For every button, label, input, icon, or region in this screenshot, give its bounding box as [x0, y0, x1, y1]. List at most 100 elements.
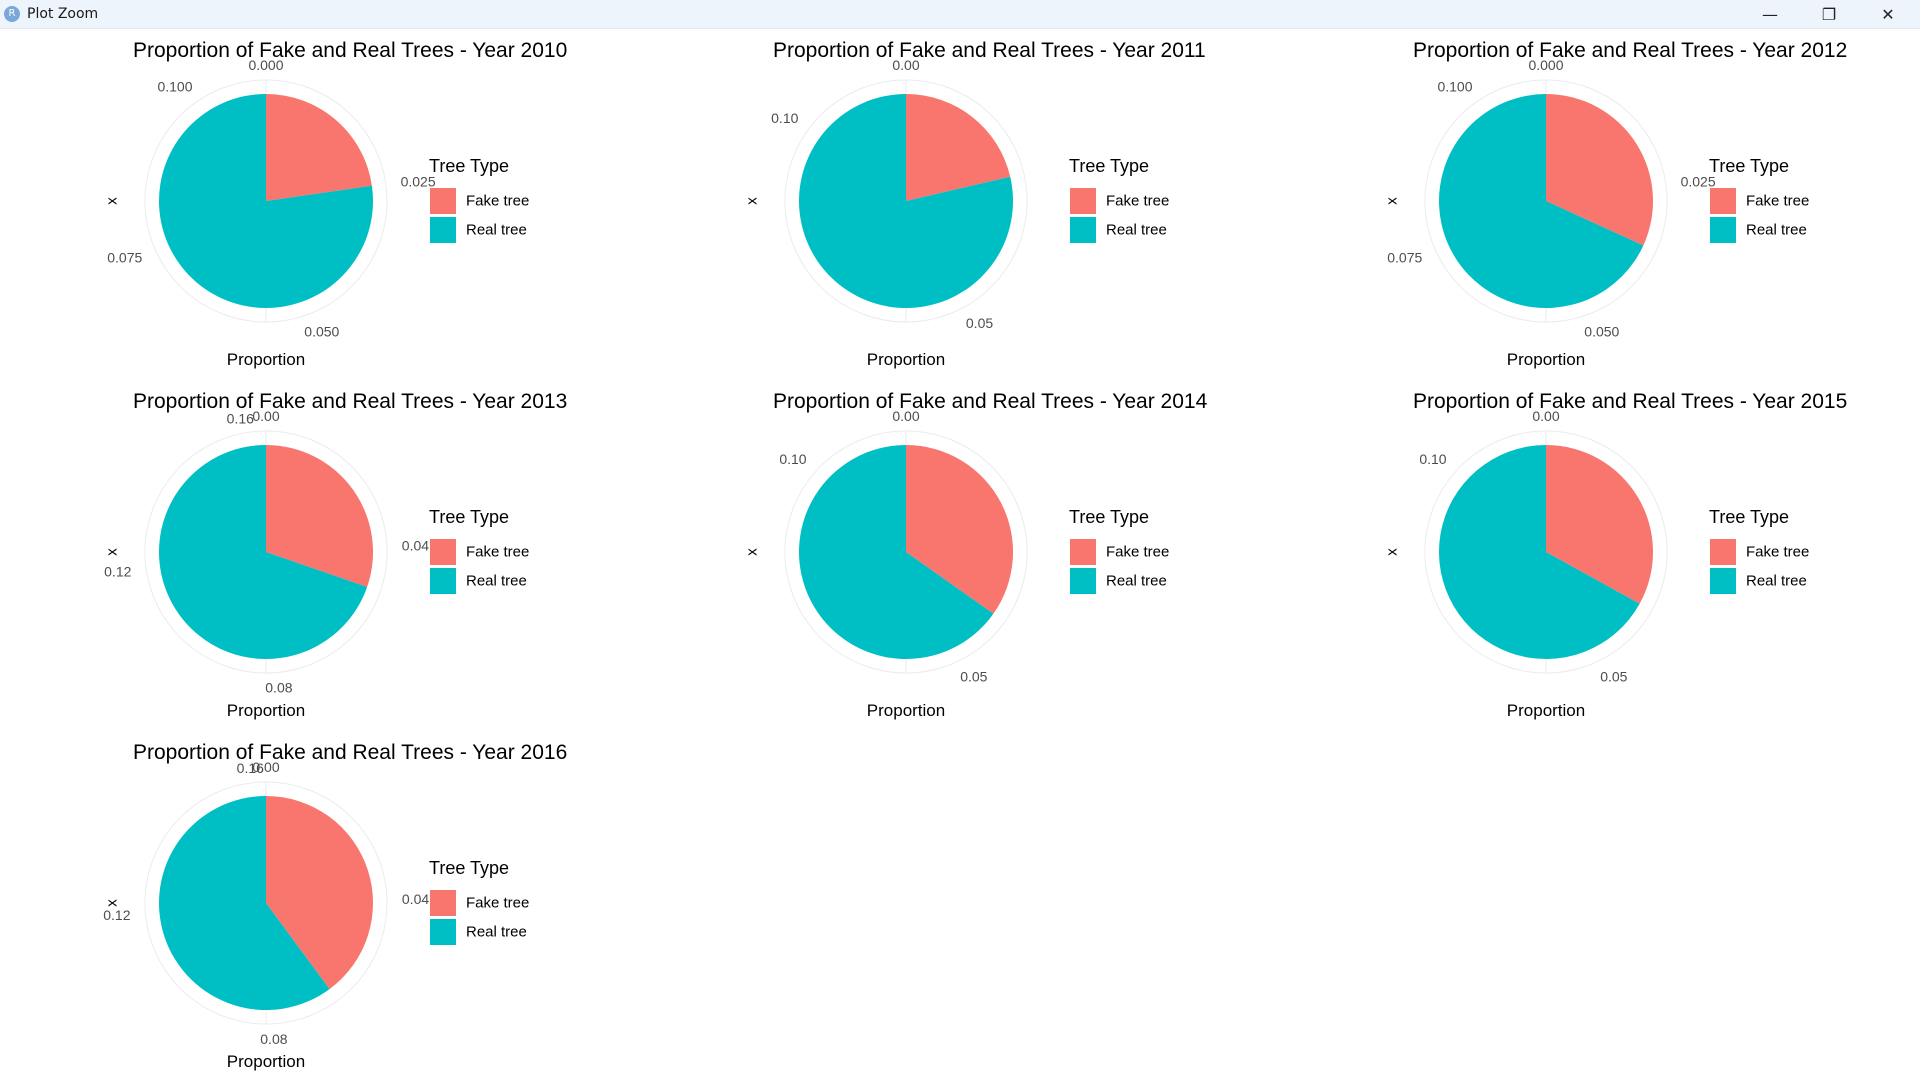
legend-label-fake-tree: Fake tree: [466, 544, 529, 561]
chart-panel-2: Proportion of Fake and Real Trees - Year…: [1384, 39, 1848, 369]
pie-slice-real-tree: [799, 94, 1014, 308]
tick-label: 0.00: [892, 408, 919, 424]
tick-label: 0.05: [1600, 669, 1627, 685]
plot-area: Proportion of Fake and Real Trees - Year…: [0, 30, 1920, 1080]
chart-title: Proportion of Fake and Real Trees - Year…: [133, 390, 567, 413]
y-axis-label: x: [104, 548, 121, 556]
legend-label-real-tree: Real tree: [466, 573, 527, 590]
tick-label: 0.12: [103, 907, 130, 923]
legend: Tree Type Fake tree Real tree: [429, 858, 529, 945]
pie-slice-fake-tree: [1546, 445, 1653, 604]
legend-swatch-real-tree: [1070, 217, 1096, 243]
tick-label: 0.00: [1532, 408, 1559, 424]
close-button[interactable]: ✕: [1881, 5, 1895, 24]
legend-title: Tree Type: [1709, 507, 1789, 527]
legend-label-real-tree: Real tree: [1746, 222, 1807, 239]
chart-panel-1: Proportion of Fake and Real Trees - Year…: [744, 39, 1206, 369]
chart-title: Proportion of Fake and Real Trees - Year…: [1413, 390, 1847, 413]
pie-slice-real-tree: [1438, 445, 1640, 659]
pie-slice-real-tree: [1438, 94, 1644, 308]
x-axis-label: Proportion: [227, 701, 305, 720]
minimize-button[interactable]: —: [1762, 5, 1778, 24]
legend-swatch-fake-tree: [1710, 539, 1736, 565]
chart-title: Proportion of Fake and Real Trees - Year…: [773, 39, 1206, 62]
pie-slice-fake-tree: [1546, 94, 1653, 246]
pie-slice-fake-tree: [266, 94, 372, 201]
y-axis-label: x: [744, 197, 761, 205]
tick-label: 0.12: [104, 563, 131, 579]
y-axis-label: x: [104, 197, 121, 205]
tick-label: 0.050: [1584, 324, 1619, 340]
chart-panel-0: Proportion of Fake and Real Trees - Year…: [104, 39, 568, 369]
tick-label: 0.05: [966, 315, 993, 331]
chart-panel-4: Proportion of Fake and Real Trees - Year…: [744, 390, 1208, 720]
legend-label-fake-tree: Fake tree: [1746, 544, 1809, 561]
legend-label-real-tree: Real tree: [466, 222, 527, 239]
pie-slice-real-tree: [159, 796, 330, 1010]
chart-title: Proportion of Fake and Real Trees - Year…: [133, 39, 567, 62]
tick-label: 0.000: [248, 57, 283, 73]
legend-title: Tree Type: [1069, 156, 1149, 176]
title-bar: R Plot Zoom — ❐ ✕: [0, 0, 1920, 29]
x-axis-label: Proportion: [227, 1052, 305, 1071]
tick-label: 0.025: [1681, 174, 1716, 190]
legend-label-fake-tree: Fake tree: [1746, 193, 1809, 210]
legend: Tree Type Fake tree Real tree: [1069, 507, 1169, 594]
pie-slice-fake-tree: [266, 796, 374, 990]
tick-label: 0.04: [402, 538, 429, 554]
pie-slice-real-tree: [159, 445, 368, 659]
legend-swatch-real-tree: [1710, 217, 1736, 243]
legend-swatch-real-tree: [1710, 568, 1736, 594]
tick-label: 0.00: [252, 759, 279, 775]
legend-title: Tree Type: [429, 156, 509, 176]
legend: Tree Type Fake tree Real tree: [1709, 507, 1809, 594]
legend-label-fake-tree: Fake tree: [1106, 193, 1169, 210]
legend-swatch-fake-tree: [430, 188, 456, 214]
pie-slice-fake-tree: [906, 444, 1014, 614]
legend: Tree Type Fake tree Real tree: [1709, 156, 1809, 243]
legend-title: Tree Type: [1069, 507, 1149, 527]
legend-label-real-tree: Real tree: [1106, 222, 1167, 239]
pie-slice-fake-tree: [906, 94, 1011, 201]
legend-label-fake-tree: Fake tree: [1106, 544, 1169, 561]
tick-label: 0.16: [237, 760, 264, 776]
legend-title: Tree Type: [1709, 156, 1789, 176]
chart-title: Proportion of Fake and Real Trees - Year…: [133, 741, 567, 764]
legend: Tree Type Fake tree Real tree: [1069, 156, 1169, 243]
tick-label: 0.16: [227, 411, 254, 427]
y-axis-label: x: [1384, 197, 1401, 205]
legend-swatch-real-tree: [1070, 568, 1096, 594]
tick-label: 0.025: [401, 174, 436, 190]
x-axis-label: Proportion: [1507, 701, 1585, 720]
r-app-icon: R: [4, 6, 20, 22]
x-axis-label: Proportion: [227, 350, 305, 369]
facet-pie-charts: Proportion of Fake and Real Trees - Year…: [103, 39, 1848, 1071]
legend-swatch-fake-tree: [1710, 188, 1736, 214]
y-axis-label: x: [1384, 548, 1401, 556]
maximize-button[interactable]: ❐: [1821, 5, 1837, 24]
window-title: Plot Zoom: [27, 6, 99, 22]
tick-label: 0.050: [304, 324, 339, 340]
chart-title: Proportion of Fake and Real Trees - Year…: [1413, 39, 1847, 62]
chart-panel-5: Proportion of Fake and Real Trees - Year…: [1384, 390, 1848, 720]
x-axis-label: Proportion: [1507, 350, 1585, 369]
pie-slice-fake-tree: [266, 445, 374, 587]
tick-label: 0.10: [1419, 451, 1446, 467]
tick-label: 0.100: [1437, 79, 1472, 95]
legend: Tree Type Fake tree Real tree: [429, 156, 529, 243]
tick-label: 0.04: [402, 891, 429, 907]
legend-swatch-real-tree: [430, 217, 456, 243]
x-axis-label: Proportion: [867, 350, 945, 369]
tick-label: 0.000: [1528, 57, 1563, 73]
tick-label: 0.10: [779, 451, 806, 467]
legend-swatch-real-tree: [430, 568, 456, 594]
tick-label: 0.100: [157, 79, 192, 95]
pie-slice-real-tree: [158, 94, 373, 308]
legend: Tree Type Fake tree Real tree: [429, 507, 529, 594]
tick-label: 0.00: [252, 408, 279, 424]
legend-label-real-tree: Real tree: [1746, 573, 1807, 590]
tick-label: 0.10: [771, 110, 798, 126]
x-axis-label: Proportion: [867, 701, 945, 720]
legend-swatch-fake-tree: [1070, 539, 1096, 565]
legend-swatch-real-tree: [430, 919, 456, 945]
